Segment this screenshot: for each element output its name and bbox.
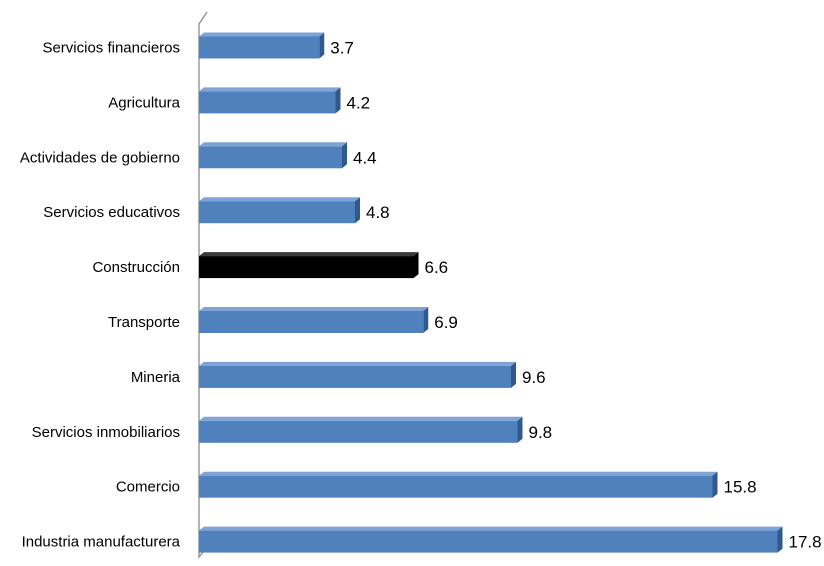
bar-top-face [199,252,419,257]
bar-top-face [199,361,516,366]
bar-side-face [777,526,783,553]
bar [199,526,783,553]
bar-front-face [199,256,414,279]
category-label: Transporte [108,314,180,331]
bar-side-face [335,87,341,114]
category-labels: Servicios financieros Agricultura Activida… [20,40,181,551]
bar-top-face [199,32,325,37]
bar [199,471,718,498]
value-label: 9.8 [529,423,553,442]
bar-front-face [199,36,320,59]
bar-top-face [199,142,347,147]
bar-front-face [199,530,778,553]
bar-front-face [199,365,511,388]
bar-side-face [355,197,360,224]
value-label: 4.2 [347,93,371,112]
bar [199,197,360,224]
category-label: Mineria [131,369,181,386]
value-label: 3.7 [330,39,354,58]
bar-front-face [199,201,355,224]
bar-side-face [413,252,419,279]
bar-front-face [199,311,424,333]
bar-top-face [199,197,360,202]
category-label: Servicios financieros [42,40,180,57]
bar-top-face [199,87,341,92]
value-label: 4.8 [366,203,390,222]
category-label: Servicios educativos [43,204,180,221]
bar [199,361,516,388]
bar-front-face [199,420,518,443]
value-label: 6.9 [434,313,458,332]
value-label: 4.4 [353,148,377,167]
category-label: Industria manufacturera [22,534,181,551]
category-label: Servicios inmobiliarios [32,424,180,441]
chart-bars [199,32,783,553]
bar [199,307,429,333]
value-label: 15.8 [724,478,757,497]
bar-side-face [342,142,347,169]
value-labels: 3.7 4.2 4.4 4.8 6.6 6.9 9.6 9.8 15.8 17.8 [330,39,821,552]
bar-side-face [511,361,516,388]
bar-top-face [199,307,429,311]
bar-front-face [199,91,336,114]
bar-front-face [199,146,342,169]
category-label: Actividades de gobierno [20,149,180,166]
bar-top-face [199,471,718,476]
bar [199,142,347,169]
bar-side-face [517,416,523,443]
category-label: Construcción [92,259,180,276]
category-label: Comercio [116,479,180,496]
bar-front-face [199,475,713,498]
value-label: 6.6 [425,258,449,277]
bar-top-face [199,416,523,421]
bar [199,32,325,59]
value-label: 9.6 [522,368,546,387]
bar-highlight [199,252,419,279]
category-label: Agricultura [108,94,180,111]
value-label: 17.8 [789,533,822,552]
bar-side-face [423,307,429,333]
bar-side-face [319,32,325,59]
bar [199,87,341,114]
bar-side-face [712,471,718,498]
bar [199,416,523,443]
bar-top-face [199,526,783,531]
